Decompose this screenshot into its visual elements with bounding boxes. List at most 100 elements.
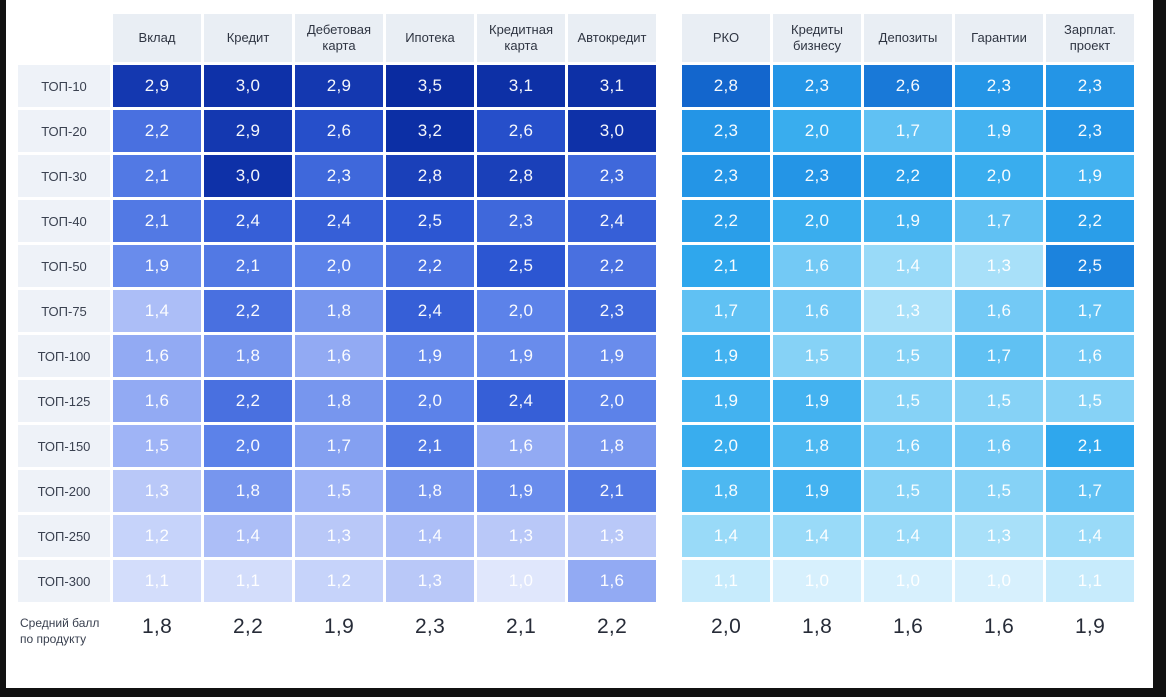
heatmap-cell: 2,3: [773, 65, 861, 107]
heatmap-cell: 2,3: [568, 155, 656, 197]
heatmap-cell: 2,0: [773, 110, 861, 152]
heatmap-cell: 1,8: [204, 335, 292, 377]
heatmap-cell: 1,3: [864, 290, 952, 332]
heatmap-cell: 2,4: [204, 200, 292, 242]
average-value: 1,6: [983, 615, 1015, 638]
heatmap-cell: 1,6: [568, 560, 656, 602]
average-value: 2,2: [596, 615, 628, 638]
heatmap-cell: 2,4: [568, 200, 656, 242]
average-value: 2,3: [414, 615, 446, 638]
heatmap-cell: 1,9: [113, 245, 201, 287]
row-header: ТОП-30: [18, 155, 110, 197]
heatmap-cell: 2,0: [773, 200, 861, 242]
heatmap-cell: 3,2: [386, 110, 474, 152]
heatmap-cell: 2,1: [386, 425, 474, 467]
heatmap-cell: 1,3: [955, 515, 1043, 557]
heatmap-cell: 2,2: [386, 245, 474, 287]
heatmap-cell: 2,3: [773, 155, 861, 197]
column-header: Кредитная карта: [477, 14, 565, 62]
heatmap-cell: 2,1: [568, 470, 656, 512]
heatmap-cell: 1,9: [568, 335, 656, 377]
group-gap: [659, 290, 679, 332]
heatmap-cell: 2,3: [682, 155, 770, 197]
heatmap-cell: 2,5: [386, 200, 474, 242]
group-gap: [659, 335, 679, 377]
row-header: ТОП-50: [18, 245, 110, 287]
heatmap-cell: 2,6: [477, 110, 565, 152]
heatmap-cell: 1,1: [113, 560, 201, 602]
heatmap-cell: 1,0: [955, 560, 1043, 602]
heatmap-cell: 2,9: [204, 110, 292, 152]
heatmap-cell: 1,9: [477, 470, 565, 512]
column-header: Зарплат. проект: [1046, 14, 1134, 62]
heatmap-cell: 1,8: [682, 470, 770, 512]
heatmap-cell: 3,1: [477, 65, 565, 107]
column-header: Гарантии: [955, 14, 1043, 62]
row-header: ТОП-250: [18, 515, 110, 557]
heatmap-cell: 1,4: [113, 290, 201, 332]
heatmap-cell: 2,3: [1046, 110, 1134, 152]
heatmap-cell: 1,8: [295, 380, 383, 422]
group-gap: [659, 245, 679, 287]
average-value: 2,2: [232, 615, 264, 638]
heatmap-cell: 1,3: [477, 515, 565, 557]
heatmap-cell: 1,9: [682, 335, 770, 377]
heatmap-cell: 3,5: [386, 65, 474, 107]
heatmap-cell: 2,0: [568, 380, 656, 422]
group-gap: [659, 200, 679, 242]
column-header: Дебетовая карта: [295, 14, 383, 62]
heatmap-cell: 1,8: [204, 470, 292, 512]
heatmap-cell: 1,3: [955, 245, 1043, 287]
heatmap-cell: 2,2: [682, 200, 770, 242]
row-header: ТОП-150: [18, 425, 110, 467]
group-gap: [659, 515, 679, 557]
heatmap-cell: 2,3: [568, 290, 656, 332]
heatmap-cell: 1,4: [682, 515, 770, 557]
column-header: Автокредит: [568, 14, 656, 62]
heatmap-cell: 1,9: [1046, 155, 1134, 197]
average-value: 1,8: [141, 615, 173, 638]
row-header: ТОП-100: [18, 335, 110, 377]
heatmap-cell: 1,6: [477, 425, 565, 467]
heatmap-cell: 1,9: [773, 470, 861, 512]
column-header: Кредиты бизнесу: [773, 14, 861, 62]
heatmap-cell: 2,0: [386, 380, 474, 422]
heatmap-cell: 1,7: [955, 200, 1043, 242]
heatmap-cell: 2,0: [295, 245, 383, 287]
average-value: 1,8: [801, 615, 833, 638]
row-header: ТОП-200: [18, 470, 110, 512]
heatmap-cell: 1,9: [773, 380, 861, 422]
heatmap-cell: 1,0: [477, 560, 565, 602]
heatmap-cell: 1,4: [204, 515, 292, 557]
group-gap: [659, 425, 679, 467]
heatmap-cell: 2,1: [1046, 425, 1134, 467]
heatmap-cell: 1,5: [864, 380, 952, 422]
heatmap-cell: 2,0: [204, 425, 292, 467]
heatmap-cell: 1,5: [773, 335, 861, 377]
heatmap-cell: 2,8: [386, 155, 474, 197]
heatmap-cell: 1,1: [1046, 560, 1134, 602]
heatmap-cell: 1,8: [386, 470, 474, 512]
heatmap-cell: 1,1: [682, 560, 770, 602]
heatmap-cell: 1,9: [477, 335, 565, 377]
column-header: Вклад: [113, 14, 201, 62]
heatmap-cell: 2,2: [113, 110, 201, 152]
heatmap-cell: 1,9: [682, 380, 770, 422]
average-row-label: Средний балл по продукту: [20, 616, 100, 647]
column-header: Кредит: [204, 14, 292, 62]
heatmap-cell: 1,5: [955, 380, 1043, 422]
heatmap-cell: 1,2: [295, 560, 383, 602]
heatmap-cell: 1,7: [1046, 470, 1134, 512]
heatmap-cell: 3,0: [568, 110, 656, 152]
average-value: 1,9: [323, 615, 355, 638]
heatmap-cell: 1,3: [295, 515, 383, 557]
heatmap-cell: 1,0: [864, 560, 952, 602]
heatmap-cell: 1,9: [955, 110, 1043, 152]
heatmap-cell: 2,3: [1046, 65, 1134, 107]
group-gap: [659, 380, 679, 422]
heatmap-cell: 1,6: [1046, 335, 1134, 377]
average-value: 2,1: [505, 615, 537, 638]
heatmap-cell: 2,3: [955, 65, 1043, 107]
heatmap-cell: 1,7: [955, 335, 1043, 377]
heatmap-cell: 1,5: [955, 470, 1043, 512]
